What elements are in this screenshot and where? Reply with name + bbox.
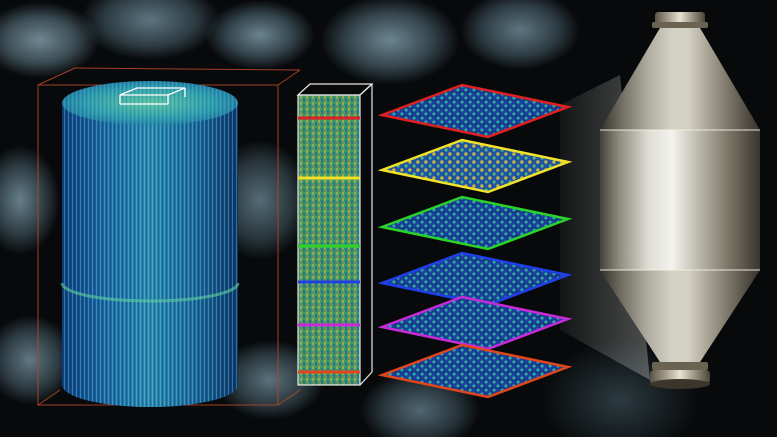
- slice-orange: [377, 343, 573, 399]
- slice-green: [377, 195, 573, 251]
- slice-red: [377, 83, 573, 139]
- monolith-cylinder: [60, 81, 240, 407]
- slice-stack: [377, 83, 573, 399]
- extracted-column: [296, 83, 374, 386]
- slice-yellow: [377, 138, 573, 194]
- slice-blue: [377, 251, 573, 307]
- selection-cube-icon: [119, 87, 186, 105]
- slice-magenta: [377, 295, 573, 351]
- catalytic-converter: [600, 12, 760, 389]
